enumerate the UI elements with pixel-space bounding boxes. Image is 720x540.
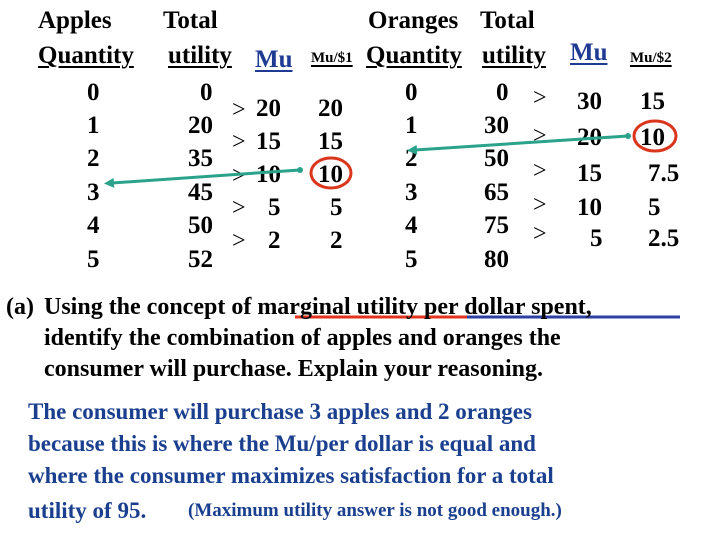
- oranges-mu-3: 15: [577, 160, 602, 187]
- oranges-mu-4: 10: [577, 194, 602, 221]
- oranges-mu-1: 30: [577, 88, 602, 115]
- apples-qty-3: 3: [87, 179, 100, 206]
- apples-gt-1: >: [232, 97, 246, 123]
- apples-gt-4: >: [232, 195, 246, 221]
- apples-mu-per-dollar-3: 10: [318, 161, 343, 188]
- apples-total-5: 52: [188, 246, 213, 273]
- apples-mu-1: 20: [256, 95, 281, 122]
- apples-gt-5: >: [232, 228, 246, 254]
- oranges-equal-circle: [632, 119, 678, 153]
- apples-utility-header: utility: [168, 42, 232, 69]
- apples-total-1: 20: [188, 112, 213, 139]
- apples-qty-5: 5: [87, 246, 100, 273]
- oranges-total-4: 75: [484, 212, 509, 239]
- apples-total-2: 35: [188, 145, 213, 172]
- apples-arrow-dot: [297, 167, 303, 173]
- oranges-selection-arrow: [407, 134, 629, 155]
- answer-line-4: utility of 95.: [28, 498, 147, 523]
- apples-mu-4: 5: [268, 194, 281, 221]
- oranges-gt-1: >: [533, 85, 547, 111]
- oranges-quantity-header: Quantity: [366, 42, 462, 69]
- oranges-header: Oranges: [368, 7, 459, 34]
- oranges-qty-3: 3: [405, 179, 418, 206]
- oranges-gt-5: >: [533, 221, 547, 247]
- oranges-total-header: Total: [480, 7, 535, 34]
- apples-mu-2: 15: [256, 128, 281, 155]
- apples-total-4: 50: [188, 212, 213, 239]
- question-line-2: identify the combination of apples and o…: [44, 325, 561, 351]
- apples-total-3: 45: [188, 179, 213, 206]
- apples-mu-per-dollar-5: 2: [330, 227, 343, 254]
- oranges-mu-header: Mu: [570, 39, 608, 66]
- answer-note: (Maximum utility answer is not good enou…: [188, 500, 562, 521]
- oranges-arrow-dot: [625, 133, 631, 139]
- apples-gt-3: >: [232, 163, 246, 189]
- oranges-total-3: 65: [484, 179, 509, 206]
- answer-line-1: The consumer will purchase 3 apples and …: [28, 399, 532, 424]
- oranges-gt-4: >: [533, 192, 547, 218]
- oranges-total-2: 50: [484, 145, 509, 172]
- apples-equal-circle: [309, 156, 353, 190]
- apples-total-0: 0: [200, 79, 213, 106]
- oranges-total-1: 30: [484, 112, 509, 139]
- oranges-total-0: 0: [496, 79, 509, 106]
- answer-line-3: where the consumer maximizes satisfactio…: [28, 463, 554, 488]
- oranges-gt-3: >: [533, 158, 547, 184]
- oranges-qty-1: 1: [405, 112, 418, 139]
- oranges-mu-per-dollar-4: 5: [648, 194, 661, 221]
- oranges-mu-per-dollar-1: 15: [640, 88, 665, 115]
- question-line-1: Using the concept of marginal utility pe…: [44, 294, 592, 320]
- apples-quantity-header: Quantity: [38, 42, 134, 69]
- oranges-mu-per-dollar-5: 2.5: [648, 225, 680, 252]
- apples-qty-0: 0: [87, 79, 100, 106]
- apples-mu-header: Mu: [255, 46, 293, 73]
- apples-total-header: Total: [163, 7, 218, 34]
- apples-mu-5: 2: [268, 227, 281, 254]
- answer-line-2: because this is where the Mu/per dollar …: [28, 431, 536, 456]
- apples-gt-2: >: [232, 129, 246, 155]
- oranges-mu-5: 5: [590, 225, 603, 252]
- apples-qty-2: 2: [87, 145, 100, 172]
- apples-mu-per-dollar-4: 5: [330, 194, 343, 221]
- apples-header: Apples: [38, 7, 112, 34]
- oranges-mu-per-dollar-header: Mu/$2: [630, 50, 672, 66]
- apples-qty-1: 1: [87, 112, 100, 139]
- oranges-qty-4: 4: [405, 212, 418, 239]
- oranges-utility-header: utility: [482, 42, 546, 69]
- apples-mu-per-dollar-header: Mu/$1: [311, 50, 353, 66]
- apples-qty-4: 4: [87, 212, 100, 239]
- question-label: (a): [6, 294, 34, 320]
- apples-mu-per-dollar-1: 20: [318, 95, 343, 122]
- oranges-mu-per-dollar-3: 7.5: [648, 160, 680, 187]
- oranges-mu-per-dollar-2: 10: [640, 124, 665, 151]
- question-line-3: consumer will purchase. Explain your rea…: [44, 356, 543, 382]
- oranges-qty-5: 5: [405, 246, 418, 273]
- oranges-qty-0: 0: [405, 79, 418, 106]
- apples-mu-3: 10: [256, 161, 281, 188]
- oranges-total-5: 80: [484, 246, 509, 273]
- apples-mu-per-dollar-2: 15: [318, 128, 343, 155]
- apples-selection-arrow: [104, 168, 301, 188]
